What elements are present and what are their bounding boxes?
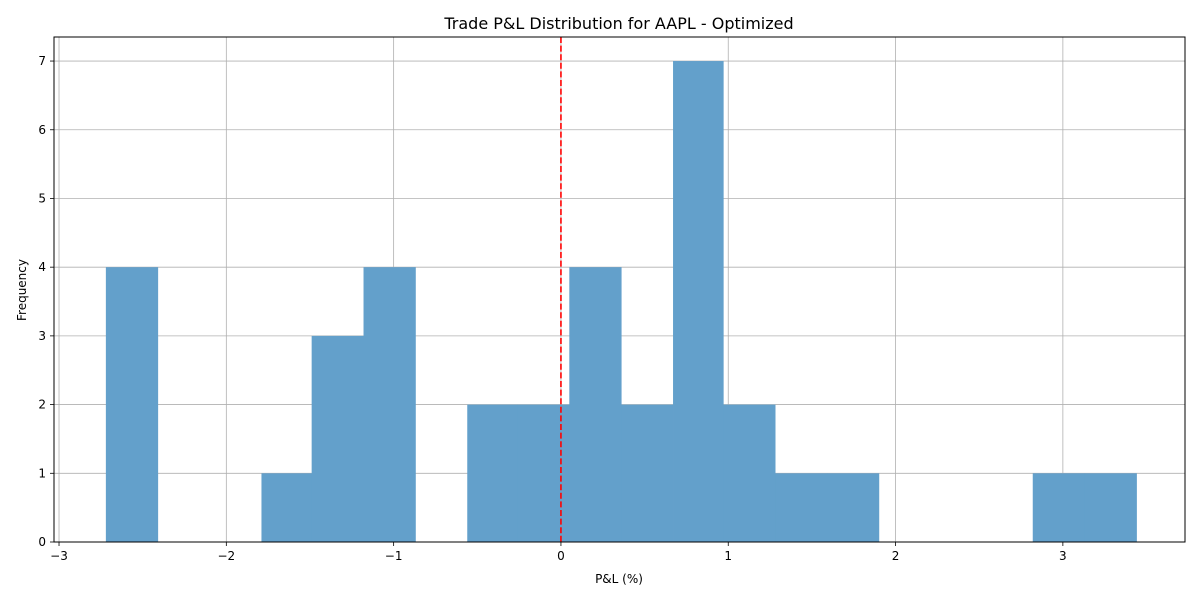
x-tick-label: 1	[724, 549, 732, 563]
y-tick-label: 1	[38, 466, 46, 480]
plot-border	[53, 36, 1186, 543]
x-tick-label: 3	[1059, 549, 1067, 563]
histogram-bar	[723, 404, 776, 542]
histogram-bar	[467, 404, 518, 542]
histogram-bar	[569, 267, 622, 542]
plot-frame	[53, 36, 1186, 543]
y-tick-label: 7	[38, 54, 46, 68]
y-axis-ticks: 0 1 2 3 4 5 6 7	[38, 54, 54, 549]
histogram-bar	[1032, 473, 1086, 542]
histogram-bars	[105, 61, 1137, 543]
y-tick-label: 3	[38, 329, 46, 343]
x-axis-ticks: −3 −2 −1 0 1 2 3	[50, 542, 1067, 563]
histogram-bar	[517, 404, 570, 542]
y-tick-label: 6	[38, 123, 46, 137]
y-tick-label: 0	[38, 535, 46, 549]
histogram-bar	[1084, 473, 1137, 542]
x-tick-label: 0	[557, 549, 565, 563]
y-tick-label: 5	[38, 191, 46, 205]
histogram-bar	[775, 473, 828, 542]
x-tick-label: 2	[892, 549, 900, 563]
chart-title: Trade P&L Distribution for AAPL - Optimi…	[443, 14, 793, 33]
y-axis-label: Frequency	[15, 259, 29, 321]
histogram-bar	[261, 473, 313, 542]
histogram-bar	[311, 335, 364, 542]
x-axis-label: P&L (%)	[595, 572, 643, 586]
y-tick-label: 2	[38, 398, 46, 412]
histogram-bar	[105, 267, 159, 542]
y-tick-label: 4	[38, 260, 46, 274]
x-tick-label: −3	[50, 549, 68, 563]
x-tick-label: −1	[385, 549, 403, 563]
histogram-bar	[363, 267, 416, 542]
histogram-bar	[621, 404, 674, 542]
grid-lines	[54, 37, 1185, 543]
histogram-bar	[673, 61, 724, 543]
x-tick-label: −2	[217, 549, 235, 563]
histogram-bar	[826, 473, 880, 542]
